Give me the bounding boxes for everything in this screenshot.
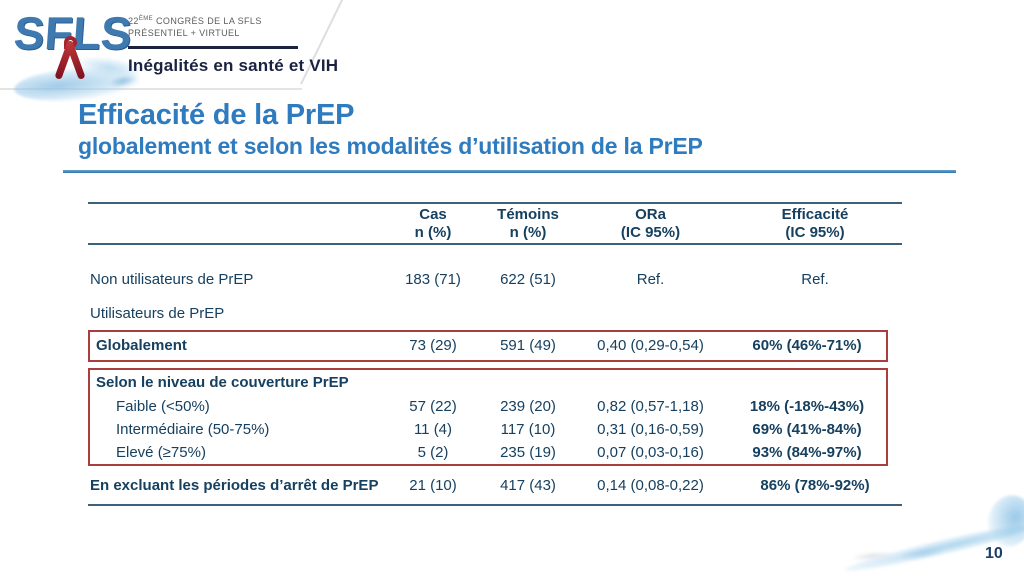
header-divider	[0, 88, 302, 90]
results-table: Cas n (%) Témoins n (%) ORa (IC 95%) Effica…	[88, 202, 902, 506]
slide-title-line1: Efficacité de la PrEP	[78, 99, 355, 131]
banner-title: Inégalités en santé et VIH	[128, 56, 339, 75]
table-bottom-rule	[88, 504, 902, 506]
congress-divider	[128, 46, 298, 49]
table-row-globalement: Globalement 73 (29) 591 (49) 0,40 (0,29-…	[96, 337, 862, 354]
col-header-ora: ORa (IC 95%)	[620, 205, 681, 241]
congress-info: 22ÈME CONGRÈS DE LA SFLS PRÉSENTIEL + VIR…	[128, 13, 338, 76]
col-header-cas: Cas n (%)	[414, 205, 452, 241]
title-rule	[63, 170, 956, 173]
table-row-non-utilisateurs: Non utilisateurs de PrEP 183 (71) 622 (5…	[90, 271, 829, 288]
sfls-logo: SFLS	[12, 6, 143, 106]
col-header-temoins: Témoins n (%)	[497, 205, 559, 241]
page-title: Efficacité de la PrEP globalement et sel…	[78, 98, 703, 160]
highlight-box-couverture: Selon le niveau de couverture PrEP Faibl…	[88, 368, 888, 466]
table-row-eleve: Elevé (≥75%) 5 (2) 235 (19) 0,07 (0,03-0…	[116, 443, 862, 461]
table-header-row: Cas n (%) Témoins n (%) ORa (IC 95%) Effica…	[88, 202, 902, 245]
table-row-intermediaire: Intermédiaire (50-75%) 11 (4) 117 (10) 0…	[116, 420, 862, 438]
congress-title: 22ÈME CONGRÈS DE LA SFLS	[128, 16, 262, 26]
table-row-couverture-header: Selon le niveau de couverture PrEP	[96, 373, 349, 391]
highlight-box-globalement: Globalement 73 (29) 591 (49) 0,40 (0,29-…	[88, 330, 888, 362]
aids-ribbon-icon	[54, 36, 86, 84]
table-row-faible: Faible (<50%) 57 (22) 239 (20) 0,82 (0,5…	[116, 397, 865, 415]
table-row-exclusion: En excluant les périodes d’arrêt de PrEP…	[90, 477, 870, 494]
congress-subtitle: PRÉSENTIEL + VIRTUEL	[128, 28, 240, 38]
slide-title-line2: globalement et selon les modalités d’uti…	[78, 133, 703, 159]
page-number: 10	[985, 545, 1003, 562]
table-row-utilisateurs: Utilisateurs de PrEP	[90, 305, 225, 322]
col-header-efficacite: Efficacité (IC 95%)	[781, 205, 849, 241]
